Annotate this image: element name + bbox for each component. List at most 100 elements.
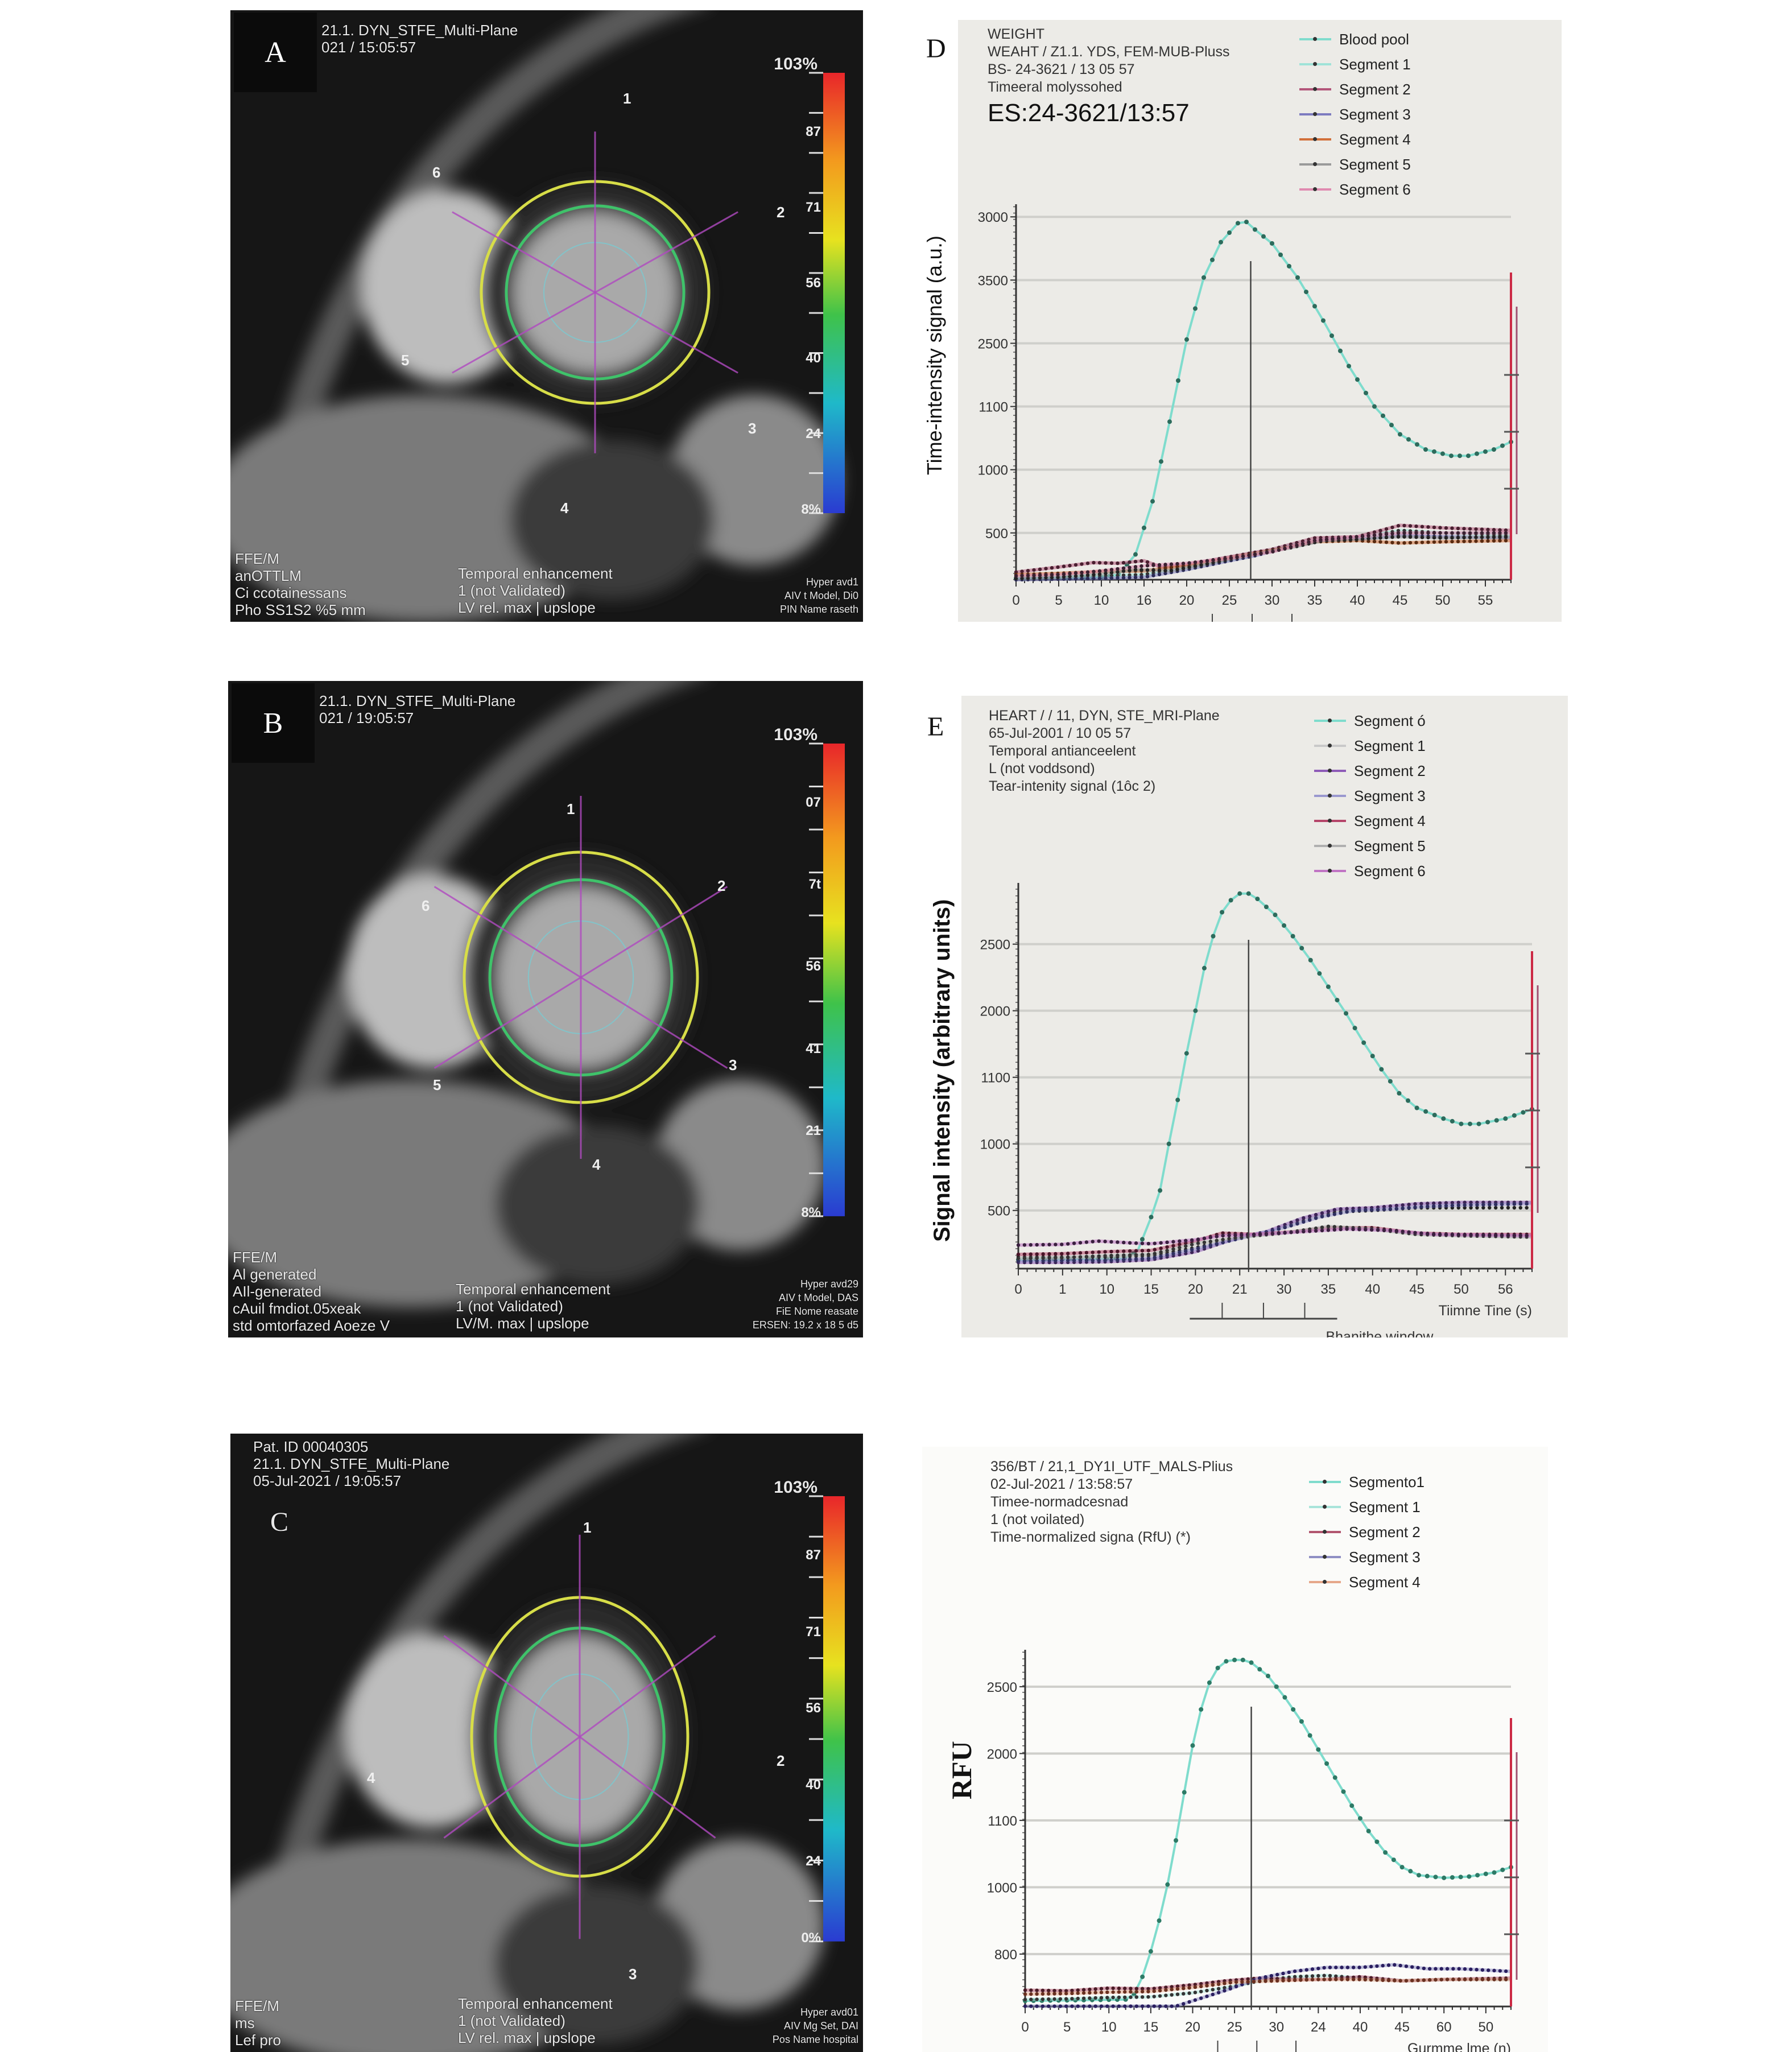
series-point: [1463, 1967, 1467, 1971]
series-point: [1035, 1988, 1039, 1992]
series-point: [1438, 1232, 1442, 1237]
segment-spoke: [594, 291, 738, 374]
legend-label: Segment 1: [1339, 55, 1411, 73]
series-point: [1289, 545, 1293, 549]
series-point: [1414, 1105, 1419, 1110]
series-point: [1047, 1258, 1051, 1263]
series-point: [1140, 1995, 1145, 1999]
series-point: [1196, 1246, 1200, 1250]
header-line: Time-normalized signa (RfU) (*): [990, 1529, 1191, 1545]
series-point: [1423, 447, 1428, 452]
series-point: [1056, 565, 1060, 569]
header-line: WEIGHT: [988, 26, 1044, 42]
series-point: [1184, 1238, 1188, 1242]
series-point: [1419, 1202, 1423, 1205]
series-point: [1171, 1240, 1175, 1244]
series-point: [1023, 2004, 1027, 2008]
series-point: [1175, 1987, 1180, 1991]
series-point: [1116, 576, 1120, 580]
series-point: [1431, 1204, 1436, 1208]
series-point: [1434, 1967, 1438, 1971]
series-point: [1020, 569, 1024, 573]
series-point: [1264, 1232, 1269, 1236]
series-point: [1312, 304, 1317, 309]
series-point: [1375, 1964, 1379, 1968]
series-point: [1170, 1987, 1174, 1992]
series-point: [1163, 563, 1167, 567]
info-line: 1 (not Validated): [458, 582, 565, 599]
series-point: [1062, 564, 1066, 568]
series-point: [1357, 1966, 1361, 1970]
x-tick-label: 0: [1014, 1282, 1022, 1297]
series-point: [1104, 568, 1108, 572]
series-point: [1093, 1991, 1097, 1995]
series-point: [1351, 1966, 1356, 1970]
series-point: [1076, 1991, 1080, 1995]
series-point: [1029, 1259, 1033, 1263]
series-point: [1480, 539, 1484, 543]
series-point: [1241, 554, 1245, 558]
series-point: [1345, 1210, 1349, 1214]
series-point: [1022, 1259, 1027, 1263]
series-point: [1416, 1966, 1420, 1970]
series-point: [1332, 1208, 1337, 1212]
series-point: [1116, 570, 1120, 574]
legend-item: Segment 2: [1314, 758, 1426, 783]
series-point: [1480, 1968, 1485, 1972]
segment-spoke: [443, 1635, 580, 1738]
series-point: [1178, 1239, 1182, 1243]
series-point: [1492, 528, 1496, 532]
series-point: [1105, 1986, 1109, 1991]
series-point: [1047, 1252, 1051, 1256]
series-point: [1378, 529, 1382, 532]
legend-swatch: [1309, 1505, 1341, 1509]
series-point: [1038, 567, 1042, 571]
series-point: [1427, 1978, 1432, 1982]
series-point: [1058, 1989, 1063, 1993]
legend-swatch: [1314, 769, 1346, 773]
x-tick-label: 45: [1393, 593, 1408, 608]
aorta-region: [494, 1885, 699, 2044]
series-point: [1481, 1203, 1485, 1207]
series-point: [1153, 1248, 1157, 1252]
series-point: [1116, 1258, 1120, 1262]
series-point: [1216, 1982, 1221, 1987]
series-point: [1402, 541, 1406, 545]
colorbar-label: 56: [806, 1700, 821, 1716]
series-point: [1372, 536, 1377, 540]
series-point: [1228, 1980, 1232, 1985]
series-point: [1486, 527, 1490, 532]
series-point: [1097, 1239, 1101, 1243]
series-point: [1246, 1977, 1250, 1981]
legend-swatch: [1309, 1580, 1341, 1584]
series-point: [1142, 525, 1146, 530]
series-point: [1040, 1997, 1045, 2001]
series-point: [1293, 1975, 1297, 1979]
series-point: [1146, 1241, 1151, 1246]
series-point: [1504, 539, 1508, 543]
segment-number: 1: [583, 1519, 592, 1536]
series-point: [1050, 566, 1054, 570]
header-info: 21.1. DYN_STFE_Multi-Plane 021 / 19:05:57: [319, 692, 515, 726]
series-point: [1129, 2004, 1133, 2008]
series-point: [1487, 1977, 1490, 1981]
series-point: [1121, 561, 1126, 565]
series-point: [1426, 1202, 1430, 1205]
series-point: [1384, 540, 1389, 544]
info-line: std omtorfazed Aoeze V: [233, 1317, 390, 1334]
series-point: [1054, 1258, 1058, 1262]
header-line: 02-Jul-2021 / 13:58:57: [990, 1476, 1133, 1492]
series-point: [1450, 1233, 1455, 1237]
legend-swatch: [1299, 87, 1331, 91]
series-point: [1274, 1684, 1279, 1689]
series-point: [1506, 1205, 1510, 1210]
series-point: [1146, 1995, 1150, 1999]
series-point: [1462, 531, 1466, 535]
series-point: [1334, 1966, 1338, 1970]
series-point: [1345, 1207, 1349, 1211]
x-tick-label: 35: [1321, 1282, 1336, 1297]
series-point: [1457, 453, 1462, 459]
series-point: [1402, 523, 1406, 528]
panel-label-box: A: [234, 13, 317, 92]
chart-header: HEART / / 11, DYN, STE_MRI-Plane 65-Jul-2…: [989, 707, 1220, 795]
